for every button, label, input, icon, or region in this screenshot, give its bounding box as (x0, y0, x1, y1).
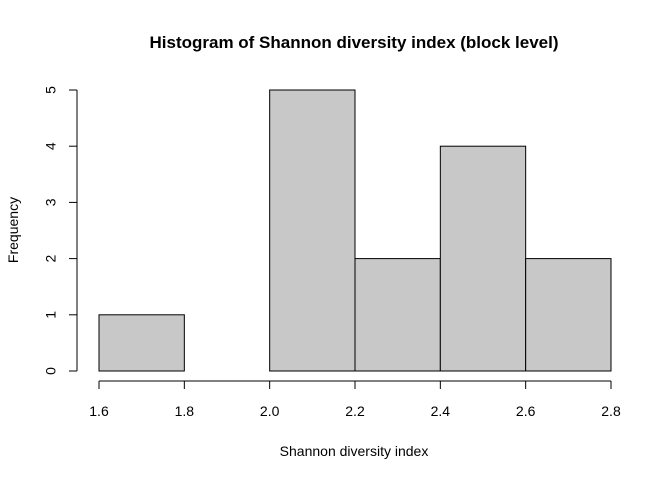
x-tick-label-5: 2.6 (516, 403, 536, 419)
y-tick-label-4: 4 (43, 142, 59, 150)
x-tick-label-1: 1.8 (175, 403, 195, 419)
x-tick-label-6: 2.8 (601, 403, 621, 419)
bars-layer (98, 89, 612, 372)
y-tick-label-2: 2 (43, 254, 59, 262)
histogram-bar-4 (439, 145, 527, 372)
histogram-bar-3 (354, 258, 441, 372)
chart-title: Histogram of Shannon diversity index (bl… (149, 33, 558, 52)
x-tick-label-0: 1.6 (89, 403, 109, 419)
histogram-bar-2 (269, 89, 356, 372)
y-axis: 0 1 2 3 4 5 (43, 86, 78, 375)
y-axis-label: Frequency (5, 197, 21, 263)
y-tick-label-5: 5 (43, 86, 59, 94)
y-tick-label-0: 0 (43, 367, 59, 375)
x-tick-label-4: 2.4 (431, 403, 451, 419)
y-tick-label-3: 3 (43, 198, 59, 206)
x-tick-label-3: 2.2 (345, 403, 365, 419)
x-axis-label: Shannon diversity index (280, 443, 429, 459)
x-axis: 1.6 1.8 2.0 2.2 2.4 2.6 2.8 (89, 380, 621, 419)
histogram-bar-5 (525, 258, 612, 372)
x-tick-label-2: 2.0 (260, 403, 280, 419)
histogram-bar-0 (98, 314, 185, 372)
y-tick-label-1: 1 (43, 311, 59, 319)
